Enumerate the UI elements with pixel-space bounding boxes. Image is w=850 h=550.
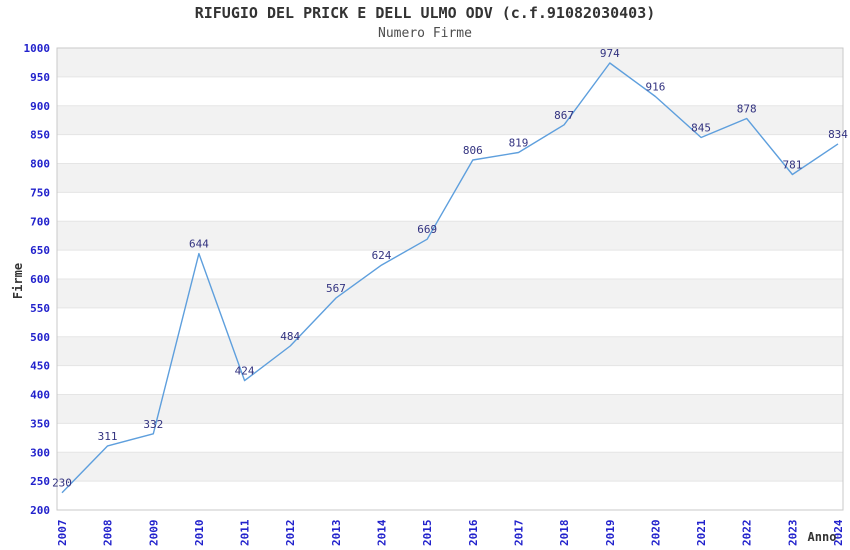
y-tick-label: 500 (30, 331, 50, 344)
x-tick-label: 2023 (786, 520, 799, 547)
data-point-label: 624 (372, 249, 392, 262)
y-tick-label: 250 (30, 475, 50, 488)
data-point-label: 845 (691, 122, 711, 135)
x-tick-label: 2018 (558, 520, 571, 547)
y-tick-label: 300 (30, 446, 50, 459)
band (57, 452, 843, 482)
y-tick-label: 400 (30, 389, 50, 402)
x-tick-label: 2022 (741, 520, 754, 547)
band (57, 76, 843, 106)
y-tick-label: 800 (30, 158, 50, 171)
x-tick-label: 2024 (832, 519, 845, 546)
data-point-label: 484 (280, 330, 300, 343)
data-point-label: 878 (737, 103, 757, 116)
x-tick-label: 2008 (102, 520, 115, 547)
band (57, 279, 843, 308)
data-point-label: 332 (143, 418, 163, 431)
plot-bands (57, 48, 843, 510)
data-point-label: 644 (189, 238, 209, 251)
band (57, 192, 843, 222)
x-tick-label: 2010 (193, 520, 206, 547)
data-point-label: 806 (463, 144, 483, 157)
x-tick-label: 2021 (695, 519, 708, 546)
x-tick-label: 2013 (330, 520, 343, 547)
x-tick-label: 2014 (376, 519, 389, 546)
x-tick-label: 2012 (284, 520, 297, 547)
x-tick-label: 2009 (147, 520, 160, 547)
x-tick-label: 2011 (239, 519, 252, 546)
chart-subtitle: Numero Firme (378, 26, 472, 41)
x-tick-label: 2020 (649, 520, 662, 547)
band (57, 307, 843, 337)
y-tick-label: 350 (30, 417, 50, 430)
data-point-label: 311 (98, 430, 118, 443)
y-tick-label: 600 (30, 273, 50, 286)
band (57, 250, 843, 279)
data-point-label: 974 (600, 47, 620, 60)
band (57, 221, 843, 251)
chart-title: RIFUGIO DEL PRICK E DELL ULMO ODV (c.f.9… (194, 4, 656, 22)
x-axis-title: Anno (808, 530, 837, 544)
data-point-label: 916 (645, 81, 665, 94)
x-tick-label: 2017 (513, 520, 526, 547)
y-tick-label: 450 (30, 360, 50, 373)
x-tick-label: 2007 (56, 520, 69, 547)
series-line (61, 62, 839, 494)
y-tick-label: 650 (30, 244, 50, 257)
y-tick-label: 700 (30, 215, 50, 228)
series: 230 311 332 644 424 484 567 624 669 806 819 867 974 9… (52, 47, 848, 494)
band (57, 336, 843, 366)
band (57, 394, 843, 424)
axis-ticks: 200 250 300 350 400 450 500 550 600 650 700 750 800 8… (24, 42, 846, 546)
band (57, 365, 843, 395)
data-point-label: 819 (509, 137, 529, 150)
data-point-label: 669 (417, 223, 437, 236)
band (57, 134, 843, 164)
data-point-label: 567 (326, 282, 346, 295)
y-axis-title: Firme (11, 263, 25, 299)
y-tick-label: 850 (30, 129, 50, 142)
band (57, 48, 843, 77)
data-point-label: 781 (782, 159, 802, 172)
plot-border (56, 47, 844, 511)
gridlines (56, 47, 844, 511)
data-point-label: 230 (52, 477, 72, 490)
band (57, 481, 843, 510)
band (57, 105, 843, 135)
band (57, 163, 843, 193)
y-tick-label: 550 (30, 302, 50, 315)
y-tick-label: 1000 (24, 42, 51, 55)
band (57, 423, 843, 453)
y-tick-label: 950 (30, 71, 50, 84)
data-point-label: 424 (235, 365, 255, 378)
x-tick-label: 2015 (421, 520, 434, 547)
x-tick-label: 2019 (604, 520, 617, 547)
y-tick-label: 750 (30, 186, 50, 199)
y-tick-label: 200 (30, 504, 50, 517)
x-tick-label: 2016 (467, 519, 480, 546)
data-point-label: 867 (554, 109, 574, 122)
y-tick-label: 900 (30, 100, 50, 113)
data-point-label: 834 (828, 128, 848, 141)
